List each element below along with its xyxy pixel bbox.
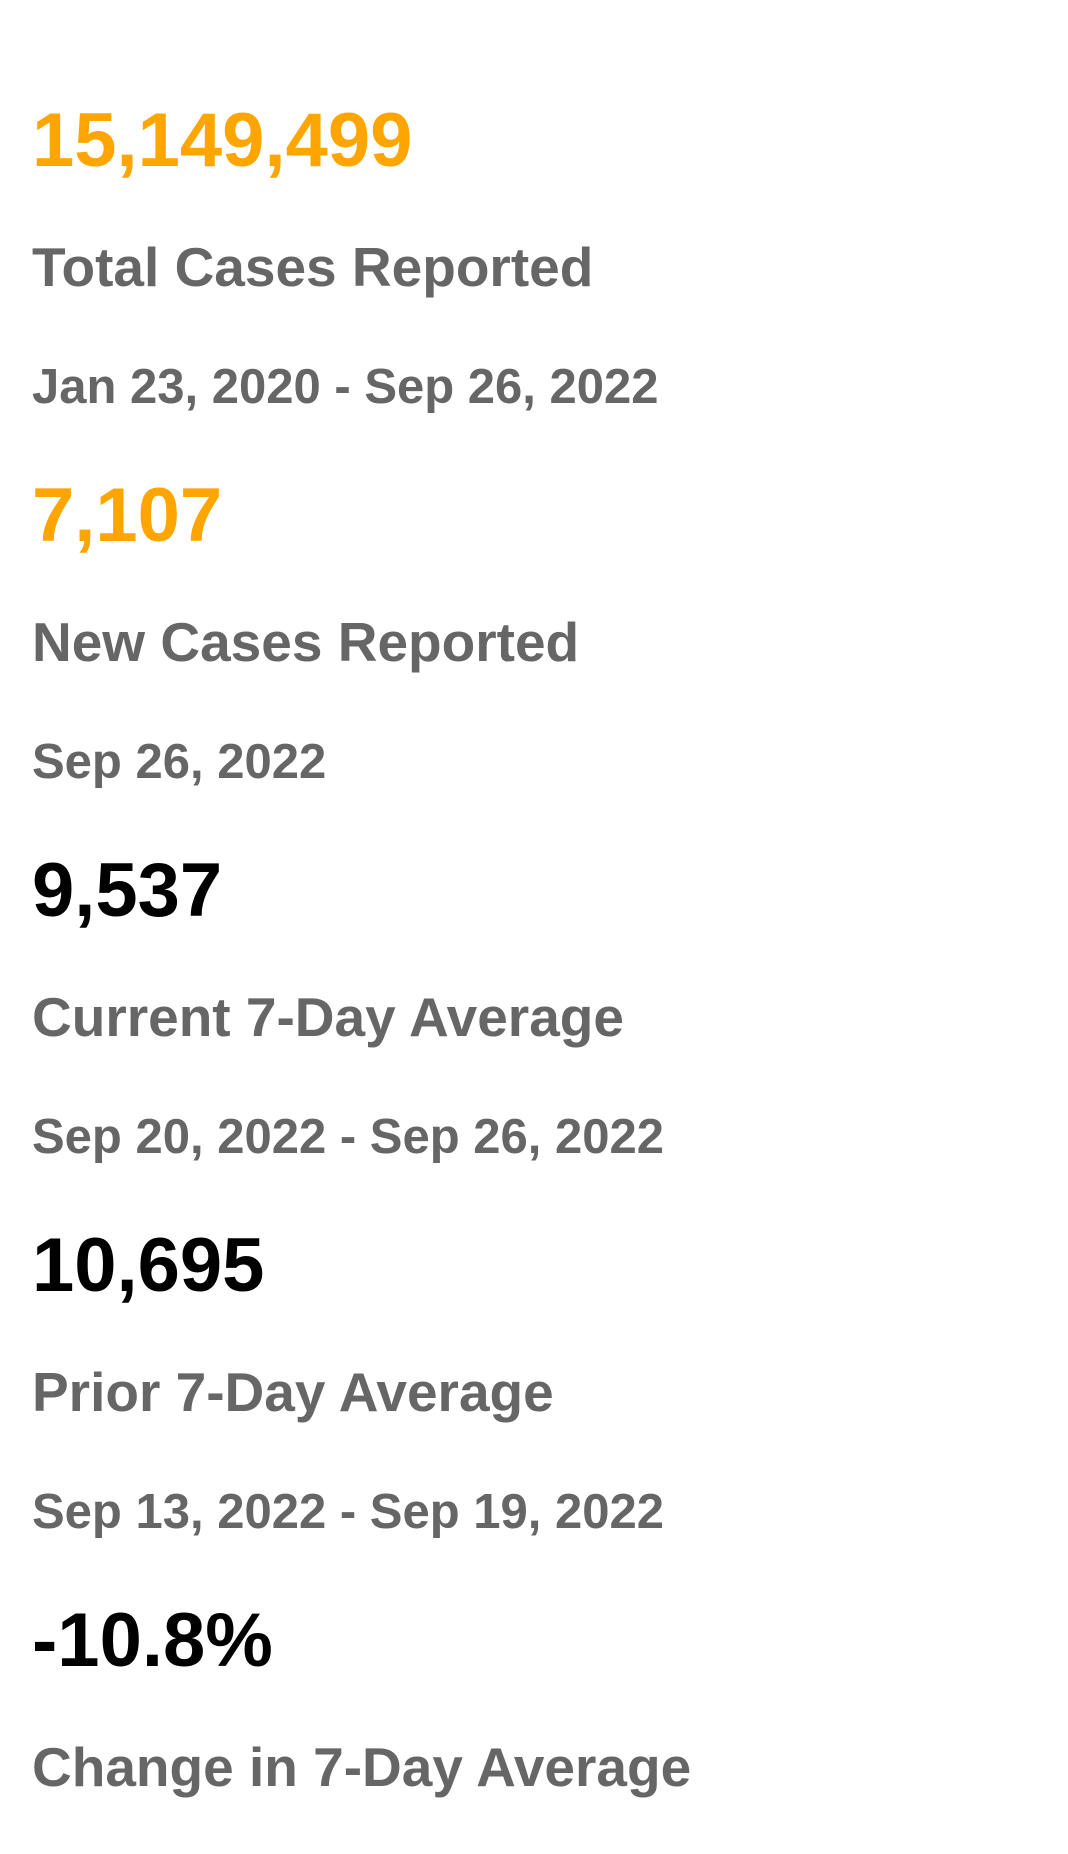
prior-avg-value: 10,695 (32, 1223, 265, 1308)
current-avg-value: 9,537 (32, 848, 223, 933)
current-avg-label: Current 7-Day Average (32, 986, 624, 1048)
change-value: -10.8% (32, 1598, 273, 1683)
prior-avg-label: Prior 7-Day Average (32, 1361, 554, 1423)
total-cases-label: Total Cases Reported (32, 236, 594, 298)
new-cases-label: New Cases Reported (32, 611, 580, 673)
new-cases-value: 7,107 (32, 473, 223, 558)
new-cases-date: Sep 26, 2022 (32, 735, 327, 789)
prior-avg-date-range: Sep 13, 2022 - Sep 19, 2022 (32, 1485, 664, 1539)
change-label: Change in 7-Day Average (32, 1736, 692, 1798)
current-avg-date-range: Sep 20, 2022 - Sep 26, 2022 (32, 1110, 664, 1164)
total-cases-value: 15,149,499 (32, 98, 413, 183)
total-cases-date-range: Jan 23, 2020 - Sep 26, 2022 (32, 360, 659, 414)
